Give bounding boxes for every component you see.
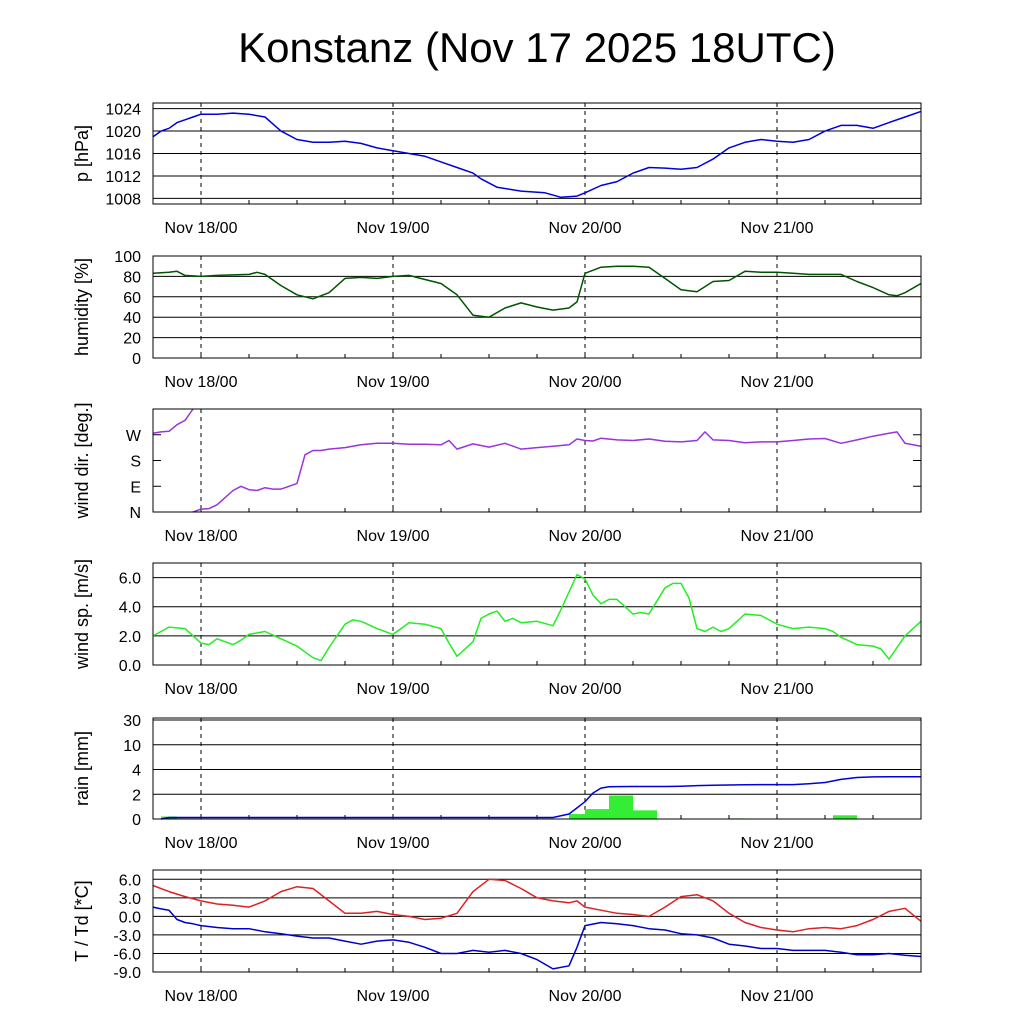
- ytick-label: 4.0: [119, 600, 141, 617]
- series-temperature: [152, 878, 922, 933]
- ytick-label: 80: [123, 269, 141, 286]
- ytick-label: 0: [132, 351, 141, 368]
- ytick-label: 2: [132, 787, 141, 804]
- ylabel-rain: rain [mm]: [72, 731, 92, 806]
- ytick-label: 1008: [105, 191, 141, 208]
- ytick-label: S: [130, 454, 141, 471]
- xtick-label: Nov 21/00: [741, 681, 814, 698]
- xtick-label: Nov 18/00: [165, 374, 238, 391]
- ytick-label: 2.0: [119, 629, 141, 646]
- xtick-label: Nov 20/00: [549, 220, 622, 237]
- xtick-label: Nov 21/00: [741, 220, 814, 237]
- ytick-label: 6.0: [119, 872, 141, 889]
- ytick-label: 1012: [105, 169, 141, 186]
- plot-frame: [152, 255, 922, 359]
- xtick-label: Nov 20/00: [549, 681, 622, 698]
- xtick-label: Nov 18/00: [165, 220, 238, 237]
- panel-pressure: 1008 1012 1016 1020 1024 Nov 18/00 Nov 19/00 No…: [72, 102, 922, 237]
- series-pressure: [152, 110, 922, 199]
- rain-bar: [585, 809, 609, 819]
- xtick-label: Nov 19/00: [357, 220, 430, 237]
- ytick-label: 10: [123, 738, 141, 755]
- series-accumulated-precipitation: [160, 775, 921, 820]
- plot-frame: [152, 869, 922, 973]
- ytick-label: 1024: [105, 102, 141, 119]
- panel-temperature: -9.0 -6.0-3.0 0.03.0 6.0 Nov 18/00 Nov 19/00 N…: [72, 869, 922, 1005]
- ytick-label: 60: [123, 290, 141, 307]
- xtick-label: Nov 21/00: [741, 988, 814, 1005]
- ylabel-humidity: humidity [%]: [72, 258, 92, 356]
- ytick-label: 20: [123, 331, 141, 348]
- xtick-label: Nov 18/00: [165, 835, 238, 852]
- ylabel-wind-speed: wind sp. [m/s]: [72, 559, 92, 670]
- ytick-label: 40: [123, 310, 141, 327]
- xtick-label: Nov 19/00: [357, 681, 430, 698]
- plot-frame: [152, 562, 922, 666]
- ytick-label: 1020: [105, 124, 141, 141]
- ytick-label: W: [126, 428, 142, 445]
- plot-frame: [152, 408, 922, 513]
- xtick-label: Nov 21/00: [741, 528, 814, 545]
- rain-bar: [633, 810, 657, 819]
- ytick-label: -9.0: [113, 965, 141, 982]
- panel-wind-speed: 0.0 2.0 4.0 6.0 Nov 18/00 Nov 19/00 Nov 20/00 N…: [72, 559, 922, 698]
- xtick-label: Nov 19/00: [357, 528, 430, 545]
- series-dewpoint: [152, 906, 922, 970]
- ytick-label: 30: [123, 713, 141, 730]
- xtick-label: Nov 20/00: [549, 988, 622, 1005]
- rain-bar: [833, 815, 857, 819]
- xtick-label: Nov 20/00: [549, 528, 622, 545]
- series-wind-speed: [152, 573, 922, 662]
- series-humidity: [152, 265, 922, 318]
- rain-bar: [609, 795, 633, 819]
- series-wind-direction: [152, 408, 194, 435]
- ytick-label: 4: [132, 763, 141, 780]
- xtick-label: Nov 19/00: [357, 988, 430, 1005]
- panel-rain: 0 2 4 10 30 Nov 18/00 Nov 19/00 Nov 20/00 Nov 21…: [72, 713, 922, 852]
- ytick-label: E: [130, 479, 141, 496]
- panel-humidity: 0 20 40 60 80 100 Nov 18/00 Nov 19/00 Nov 20/00 N…: [72, 249, 922, 391]
- chart-title: Konstanz (Nov 17 2025 18UTC): [238, 24, 836, 71]
- plot-frame: [152, 717, 922, 820]
- ytick-label: 0.0: [119, 658, 141, 675]
- xtick-label: Nov 18/00: [165, 988, 238, 1005]
- series-wind-direction-wrapped: [192, 431, 922, 513]
- rain-bar: [569, 814, 585, 819]
- ytick-label: 6.0: [119, 571, 141, 588]
- xtick-label: Nov 19/00: [357, 835, 430, 852]
- xtick-label: Nov 21/00: [741, 835, 814, 852]
- xtick-label: Nov 20/00: [549, 374, 622, 391]
- xtick-label: Nov 21/00: [741, 374, 814, 391]
- xtick-label: Nov 19/00: [357, 374, 430, 391]
- ylabel-pressure: p [hPa]: [72, 125, 92, 182]
- ytick-label: -3.0: [113, 928, 141, 945]
- ylabel-wind-direction: wind dir. [deg.]: [72, 402, 92, 519]
- ytick-label: 3.0: [119, 891, 141, 908]
- ytick-label: 0.0: [119, 909, 141, 926]
- xtick-label: Nov 18/00: [165, 681, 238, 698]
- ytick-label: -6.0: [113, 946, 141, 963]
- ytick-label: 0: [132, 812, 141, 829]
- xtick-label: Nov 18/00: [165, 528, 238, 545]
- xtick-label: Nov 20/00: [549, 835, 622, 852]
- ytick-label: N: [129, 505, 141, 522]
- ytick-label: 1016: [105, 147, 141, 164]
- ylabel-temperature: T / Td [*C]: [72, 880, 92, 961]
- plot-frame: [152, 102, 922, 205]
- ytick-label: 100: [114, 249, 141, 266]
